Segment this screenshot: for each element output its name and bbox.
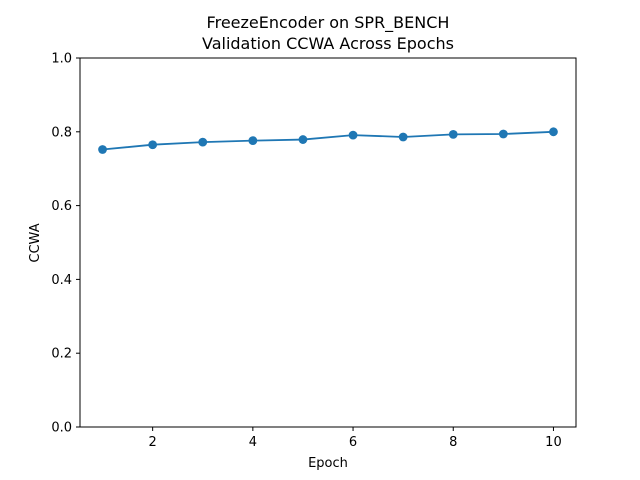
- plot-area: 2 4 6 8 10 0.0 0.2 0.4 0.6 0.8 1.0: [51, 52, 577, 450]
- y-tick-label-3: 0.6: [51, 199, 72, 214]
- x-tick-label-4: 4: [249, 435, 257, 450]
- y-tick-label-5: 1.0: [51, 52, 72, 67]
- data-point-8: [448, 129, 458, 139]
- y-tick-label-4: 0.8: [51, 125, 72, 140]
- data-point-7: [398, 132, 408, 142]
- x-tick-label-8: 8: [449, 435, 457, 450]
- y-tick-label-2: 0.4: [51, 273, 72, 288]
- data-point-4: [248, 136, 258, 146]
- data-point-10: [549, 127, 558, 137]
- x-tick-label-10: 10: [545, 435, 562, 450]
- data-point-3: [198, 137, 208, 147]
- y-tick-label-0: 0.0: [51, 421, 72, 436]
- y-tick-label-1: 0.2: [51, 347, 72, 362]
- data-point-6: [348, 130, 358, 140]
- x-axis-label: Epoch: [308, 456, 348, 471]
- series-line: [102, 130, 554, 151]
- plot-frame: [79, 57, 577, 428]
- data-point-1: [98, 145, 107, 154]
- data-point-9: [498, 129, 508, 139]
- y-axis-label: CCWA: [28, 223, 43, 262]
- data-point-5: [298, 135, 308, 144]
- x-tick-label-2: 2: [149, 435, 157, 450]
- chart-subtitle: Validation CCWA Across Epochs: [202, 34, 454, 53]
- chart-title: FreezeEncoder on SPR_BENCH: [207, 13, 450, 33]
- data-point-2: [148, 140, 158, 150]
- x-tick-label-6: 6: [349, 435, 357, 450]
